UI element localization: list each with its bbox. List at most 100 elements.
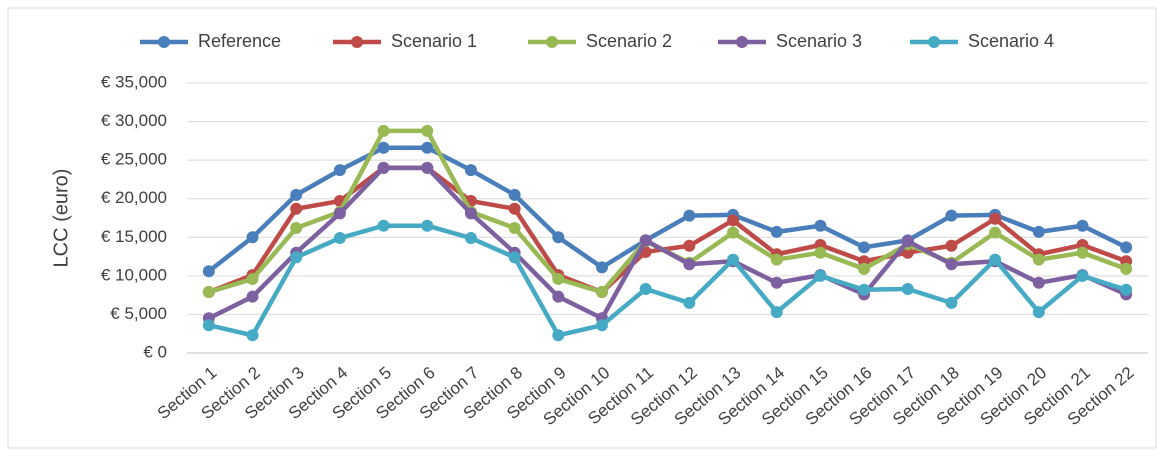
data-point: [377, 161, 390, 174]
data-point: [595, 261, 608, 274]
data-point: [290, 251, 303, 264]
y-tick-label: € 0: [143, 342, 167, 361]
data-point: [421, 219, 434, 232]
series-line: [208, 223, 1127, 338]
data-point: [290, 202, 303, 215]
chart-frame: [7, 7, 1157, 449]
data-point: [945, 296, 958, 309]
data-point: [814, 246, 827, 259]
data-point: [770, 306, 783, 319]
data-point: [770, 253, 783, 266]
data-point: [377, 219, 390, 232]
data-point: [595, 286, 608, 299]
legend-label: Scenario 4: [968, 31, 1054, 51]
data-point: [683, 209, 696, 222]
series-line: [207, 145, 1128, 274]
data-point: [464, 232, 477, 245]
y-axis-title: LCC (euro): [50, 169, 72, 268]
data-point: [683, 296, 696, 309]
data-point: [1120, 262, 1133, 275]
legend-label: Scenario 3: [776, 31, 862, 51]
data-point: [683, 239, 696, 252]
legend: Reference Scenario 1 Scenario 2 Scenario 3 S…: [140, 31, 1054, 51]
data-point: [814, 269, 827, 282]
data-point: [508, 222, 521, 235]
data-point: [727, 253, 740, 266]
data-point: [901, 282, 914, 295]
data-point: [901, 246, 914, 259]
data-point: [1032, 276, 1045, 289]
data-point: [858, 241, 871, 254]
y-tick-label: € 15,000: [101, 227, 167, 246]
data-point: [246, 290, 259, 303]
data-point: [1076, 269, 1089, 282]
data-point: [989, 212, 1002, 225]
legend-marker: [158, 36, 170, 48]
data-point: [770, 225, 783, 238]
series-line: [208, 165, 1127, 295]
data-point: [508, 202, 521, 215]
legend-marker: [351, 36, 363, 48]
legend-label: Scenario 1: [391, 31, 477, 51]
legend-marker: [546, 36, 558, 48]
data-point: [945, 209, 958, 222]
data-point: [552, 231, 565, 244]
data-point: [290, 222, 303, 235]
data-point: [552, 329, 565, 342]
data-point: [202, 286, 215, 299]
y-tick-label: € 25,000: [101, 150, 167, 169]
data-point: [727, 214, 740, 227]
data-point: [333, 232, 346, 245]
data-point: [552, 290, 565, 303]
data-point: [639, 282, 652, 295]
data-point: [858, 283, 871, 296]
data-point: [1032, 253, 1045, 266]
data-point: [1120, 283, 1133, 296]
data-point: [421, 124, 434, 137]
series-line: [207, 165, 1128, 321]
data-point: [683, 258, 696, 271]
data-point: [246, 272, 259, 285]
y-tick-label: € 30,000: [101, 111, 167, 130]
data-point: [552, 272, 565, 285]
y-tick-label: € 10,000: [101, 265, 167, 284]
data-point: [989, 253, 1002, 266]
y-tick-label: € 35,000: [101, 72, 167, 91]
data-point: [727, 226, 740, 239]
data-point: [1032, 306, 1045, 319]
data-point: [989, 226, 1002, 239]
data-point: [202, 265, 215, 278]
data-point: [858, 262, 871, 275]
data-point: [377, 124, 390, 137]
data-point: [1076, 246, 1089, 259]
legend-marker: [736, 36, 748, 48]
data-point: [464, 164, 477, 177]
legend-label: Scenario 2: [586, 31, 672, 51]
data-point: [464, 207, 477, 220]
data-point: [770, 276, 783, 289]
data-point: [333, 164, 346, 177]
data-point: [333, 207, 346, 220]
legend-marker: [928, 36, 940, 48]
data-point: [945, 258, 958, 271]
data-point: [290, 188, 303, 201]
data-point: [595, 319, 608, 332]
legend-label: Reference: [198, 31, 281, 51]
data-point: [901, 235, 914, 248]
data-point: [202, 319, 215, 332]
data-point: [814, 219, 827, 232]
data-point: [508, 188, 521, 201]
data-point: [945, 239, 958, 252]
data-point: [639, 234, 652, 247]
data-point: [1032, 225, 1045, 238]
data-point: [377, 141, 390, 154]
data-point: [1076, 219, 1089, 232]
data-point: [1120, 241, 1133, 254]
data-point: [421, 161, 434, 174]
y-tick-label: € 20,000: [101, 188, 167, 207]
y-tick-label: € 5,000: [110, 304, 167, 323]
data-point: [421, 141, 434, 154]
data-point: [246, 329, 259, 342]
